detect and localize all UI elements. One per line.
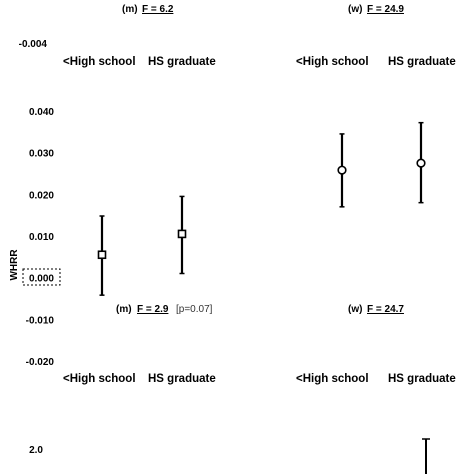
f-stat-women-lower: F = 24.7 xyxy=(367,304,404,315)
partial-tick-bottom: 2.0 xyxy=(29,445,43,456)
cat-label-women-1-top: <High school xyxy=(296,56,369,68)
data-points xyxy=(97,121,426,296)
f-stat-women-top: F = 24.9 xyxy=(367,4,404,15)
point-marker-m-hs-graduate xyxy=(177,229,187,239)
y-tick-minus-0020: -0.020 xyxy=(26,357,55,368)
y-tick-0020: 0.020 xyxy=(29,190,54,201)
cat-label-men-1-top: <High school xyxy=(63,56,136,68)
f-stat-men-lower: F = 2.9 xyxy=(137,304,169,315)
cat-label-men-2-bottom: HS graduate xyxy=(148,373,216,385)
header-men-top: (m) F = 6.2 xyxy=(122,4,174,15)
sex-label-men-top: (m) xyxy=(122,4,138,15)
point-marker-w-hs-graduate xyxy=(416,158,426,168)
header-women-top: (w) F = 24.9 xyxy=(348,4,404,15)
y-axis-label: WHRR xyxy=(9,249,20,281)
point-marker-m-lt-high-school xyxy=(97,250,107,260)
header-men-lower: (m) F = 2.9 [p=0.07] xyxy=(116,304,213,315)
cat-label-women-2-bottom: HS graduate xyxy=(388,373,456,385)
y-tick-0030: 0.030 xyxy=(29,149,54,160)
y-tick-0000: 0.000 xyxy=(29,274,54,285)
zero-tick-highlight-box xyxy=(22,268,61,286)
sex-label-women-lower: (w) xyxy=(348,304,362,315)
sex-label-women-top: (w) xyxy=(348,4,362,15)
cat-label-men-2-top: HS graduate xyxy=(148,56,216,68)
point-marker-w-lt-high-school xyxy=(337,165,347,175)
header-women-lower: (w) F = 24.7 xyxy=(348,304,404,315)
cat-label-men-1-bottom: <High school xyxy=(63,373,136,385)
cat-label-women-1-bottom: <High school xyxy=(296,373,369,385)
p-value-men-lower: [p=0.07] xyxy=(176,304,213,315)
partial-tick-top: -0.004 xyxy=(19,39,48,50)
y-tick-minus-0010: -0.010 xyxy=(26,315,55,326)
y-tick-0040: 0.040 xyxy=(29,107,54,118)
y-axis-ticks: 0.040 0.030 0.020 0.010 0.000 -0.010 -0.… xyxy=(26,107,55,368)
f-stat-men-top: F = 6.2 xyxy=(142,4,174,15)
sex-label-men-lower: (m) xyxy=(116,304,132,315)
cat-label-women-2-top: HS graduate xyxy=(388,56,456,68)
y-tick-0010: 0.010 xyxy=(29,232,54,243)
